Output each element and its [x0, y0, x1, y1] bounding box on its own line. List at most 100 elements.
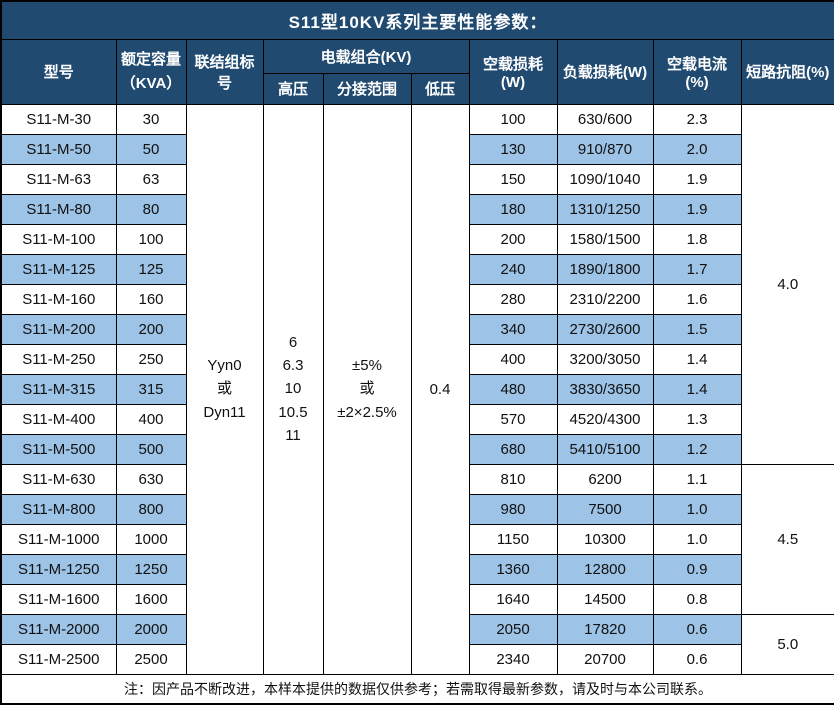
- model-cell: S11-M-1250: [0, 553, 117, 585]
- model-cell: S11-M-500: [0, 433, 117, 465]
- no-load-loss-cell: 400: [468, 343, 558, 375]
- load-loss-cell: 12800: [556, 553, 654, 585]
- impedance-cell: 5.0: [740, 613, 834, 675]
- no-load-current-cell: 0.6: [652, 613, 742, 645]
- model-cell: S11-M-30: [0, 103, 117, 135]
- table-row: S11-M-2000 2000 2050 17820 0.6 5.0: [0, 613, 834, 675]
- model-cell: S11-M-50: [0, 133, 117, 165]
- table-row: S11-M-500 500 680 5410/5100 1.2: [0, 433, 834, 465]
- table-title: S11型10KV系列主要性能参数：: [0, 0, 834, 40]
- no-load-loss-cell: 570: [468, 403, 558, 435]
- lv-cell: 0.4: [410, 103, 470, 675]
- capacity-cell: 30: [115, 103, 187, 135]
- no-load-loss-cell: 280: [468, 283, 558, 315]
- capacity-cell: 1250: [115, 553, 187, 585]
- column-header-no-load-current: 空载电流(%): [652, 38, 742, 105]
- connection-cell: Yyn0 或 Dyn11: [185, 103, 264, 675]
- no-load-loss-cell: 2050: [468, 613, 558, 645]
- table-row: S11-M-315 315 480 3830/3650 1.4: [0, 373, 834, 405]
- load-loss-cell: 7500: [556, 493, 654, 525]
- title-row: S11型10KV系列主要性能参数：: [0, 0, 834, 40]
- load-loss-cell: 3200/3050: [556, 343, 654, 375]
- model-cell: S11-M-100: [0, 223, 117, 255]
- capacity-cell: 500: [115, 433, 187, 465]
- model-cell: S11-M-630: [0, 463, 117, 495]
- load-loss-cell: 2310/2200: [556, 283, 654, 315]
- load-loss-cell: 1090/1040: [556, 163, 654, 195]
- no-load-current-cell: 1.3: [652, 403, 742, 435]
- column-header-hv: 高压: [262, 72, 324, 105]
- no-load-current-cell: 1.4: [652, 373, 742, 405]
- load-loss-cell: 1580/1500: [556, 223, 654, 255]
- load-loss-cell: 1310/1250: [556, 193, 654, 225]
- no-load-loss-cell: 980: [468, 493, 558, 525]
- no-load-current-cell: 0.6: [652, 643, 742, 675]
- capacity-cell: 160: [115, 283, 187, 315]
- capacity-cell: 1000: [115, 523, 187, 555]
- no-load-current-cell: 0.9: [652, 553, 742, 585]
- footer-row: 注：因产品不断改进，本样本提供的数据仅供参考；若需取得最新参数，请及时与本公司联…: [0, 673, 834, 705]
- column-header-lv: 低压: [410, 72, 470, 105]
- capacity-cell: 100: [115, 223, 187, 255]
- table-row: S11-M-50 50 130 910/870 2.0: [0, 133, 834, 165]
- table-row: S11-M-1600 1600 1640 14500 0.8: [0, 583, 834, 615]
- column-header-short-circuit-impedance: 短路抗阻(%): [740, 38, 834, 105]
- table-row: S11-M-63 63 150 1090/1040 1.9: [0, 163, 834, 195]
- load-loss-cell: 3830/3650: [556, 373, 654, 405]
- no-load-loss-cell: 1360: [468, 553, 558, 585]
- no-load-loss-cell: 1640: [468, 583, 558, 615]
- no-load-loss-cell: 240: [468, 253, 558, 285]
- column-header-load-loss: 负载损耗(W): [556, 38, 654, 105]
- no-load-current-cell: 1.0: [652, 523, 742, 555]
- capacity-cell: 50: [115, 133, 187, 165]
- table-row: S11-M-200 200 340 2730/2600 1.5: [0, 313, 834, 345]
- no-load-current-cell: 1.5: [652, 313, 742, 345]
- no-load-current-cell: 1.1: [652, 463, 742, 495]
- model-cell: S11-M-800: [0, 493, 117, 525]
- model-cell: S11-M-400: [0, 403, 117, 435]
- hv-cell: 6 6.3 10 10.5 11: [262, 103, 324, 675]
- load-loss-cell: 20700: [556, 643, 654, 675]
- header-row-sub: 高压 分接范围 低压: [1, 72, 834, 105]
- capacity-cell: 250: [115, 343, 187, 375]
- no-load-loss-cell: 1150: [468, 523, 558, 555]
- capacity-cell: 800: [115, 493, 187, 525]
- header-row-top: 型号 额定容量 （KVA） 联结组标号 电载组合(KV) 空载损耗(W) 负载损…: [0, 38, 834, 105]
- no-load-current-cell: 1.6: [652, 283, 742, 315]
- model-cell: S11-M-160: [0, 283, 117, 315]
- capacity-cell: 315: [115, 373, 187, 405]
- capacity-cell: 63: [115, 163, 187, 195]
- capacity-cell: 2000: [115, 613, 187, 645]
- model-cell: S11-M-80: [0, 193, 117, 225]
- load-loss-cell: 14500: [556, 583, 654, 615]
- column-header-voltage-group: 电载组合(KV): [262, 38, 470, 74]
- model-cell: S11-M-1000: [0, 523, 117, 555]
- model-cell: S11-M-315: [0, 373, 117, 405]
- load-loss-cell: 5410/5100: [556, 433, 654, 465]
- impedance-cell: 4.0: [740, 103, 834, 465]
- no-load-current-cell: 1.9: [652, 163, 742, 195]
- no-load-loss-cell: 200: [468, 223, 558, 255]
- capacity-cell: 125: [115, 253, 187, 285]
- no-load-loss-cell: 480: [468, 373, 558, 405]
- no-load-current-cell: 2.3: [652, 103, 742, 135]
- load-loss-cell: 10300: [556, 523, 654, 555]
- table-body: S11-M-30 30 Yyn0 或 Dyn11 6 6.3 10 10.5 11 ±5…: [0, 103, 834, 675]
- load-loss-cell: 2730/2600: [556, 313, 654, 345]
- no-load-current-cell: 2.0: [652, 133, 742, 165]
- no-load-current-cell: 1.7: [652, 253, 742, 285]
- table-row: S11-M-2500 2500 2340 20700 0.6: [0, 643, 834, 675]
- column-header-model: 型号: [0, 38, 117, 105]
- load-loss-cell: 17820: [556, 613, 654, 645]
- capacity-cell: 400: [115, 403, 187, 435]
- load-loss-cell: 4520/4300: [556, 403, 654, 435]
- capacity-cell: 80: [115, 193, 187, 225]
- table-row: S11-M-160 160 280 2310/2200 1.6: [0, 283, 834, 315]
- no-load-current-cell: 1.0: [652, 493, 742, 525]
- table-row: S11-M-400 400 570 4520/4300 1.3: [0, 403, 834, 435]
- load-loss-cell: 1890/1800: [556, 253, 654, 285]
- no-load-current-cell: 1.4: [652, 343, 742, 375]
- no-load-loss-cell: 100: [468, 103, 558, 135]
- no-load-loss-cell: 340: [468, 313, 558, 345]
